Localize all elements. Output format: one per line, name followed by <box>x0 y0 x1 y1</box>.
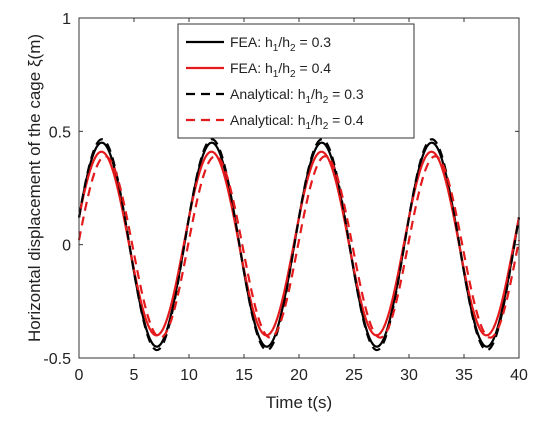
legend-subscript: 1 <box>305 95 311 106</box>
x-tick-label: 10 <box>180 367 198 384</box>
y-tick-label: 0.5 <box>49 124 71 141</box>
x-tick-label: 0 <box>75 367 84 384</box>
x-tick-label: 20 <box>290 367 308 384</box>
legend-subscript: 2 <box>323 95 329 106</box>
legend-subscript: 2 <box>290 69 296 80</box>
legend-subscript: 2 <box>323 121 329 132</box>
legend-label: FEA: h1/h2 = 0.3 <box>230 34 331 54</box>
legend-text-part: /h <box>278 60 290 76</box>
legend-subscript: 1 <box>273 69 279 80</box>
y-tick-label: -0.5 <box>43 351 71 368</box>
legend-text-part: = 0.3 <box>296 34 332 50</box>
x-tick-label: 40 <box>510 367 528 384</box>
legend-label: Analytical: h1/h2 = 0.3 <box>230 86 364 106</box>
x-tick-label: 25 <box>345 367 363 384</box>
x-tick-label: 30 <box>400 367 418 384</box>
legend-text-part: Analytical: h <box>230 86 305 102</box>
legend-text-part: /h <box>278 34 290 50</box>
legend-text-part: Analytical: h <box>230 112 305 128</box>
y-axis-label: Horizontal displacement of the cage ξ(m) <box>25 34 44 342</box>
legend-subscript: 2 <box>290 43 296 54</box>
series-line-4 <box>77 155 521 339</box>
legend-text-part: = 0.4 <box>296 60 332 76</box>
y-tick-label: 0 <box>62 238 71 255</box>
legend-text-part: FEA: h <box>230 60 273 76</box>
x-axis-label: Time t(s) <box>266 393 332 412</box>
series-layer <box>77 138 521 352</box>
x-tick-label: 15 <box>235 367 253 384</box>
x-tick-label: 35 <box>455 367 473 384</box>
x-tick-label: 5 <box>130 367 139 384</box>
legend-text-part: /h <box>311 112 323 128</box>
legend-label: FEA: h1/h2 = 0.4 <box>230 60 331 80</box>
legend-text-part: /h <box>311 86 323 102</box>
legend-label: Analytical: h1/h2 = 0.4 <box>230 112 364 132</box>
legend-text-part: = 0.3 <box>328 86 364 102</box>
legend-text-part: = 0.4 <box>328 112 364 128</box>
y-tick-label: 1 <box>62 11 71 28</box>
legend-text-part: FEA: h <box>230 34 273 50</box>
legend-subscript: 1 <box>305 121 311 132</box>
tick-layer: 0 5 10 15 20 25 30 35 40-0.500.51 <box>43 11 528 384</box>
legend-subscript: 1 <box>273 43 279 54</box>
